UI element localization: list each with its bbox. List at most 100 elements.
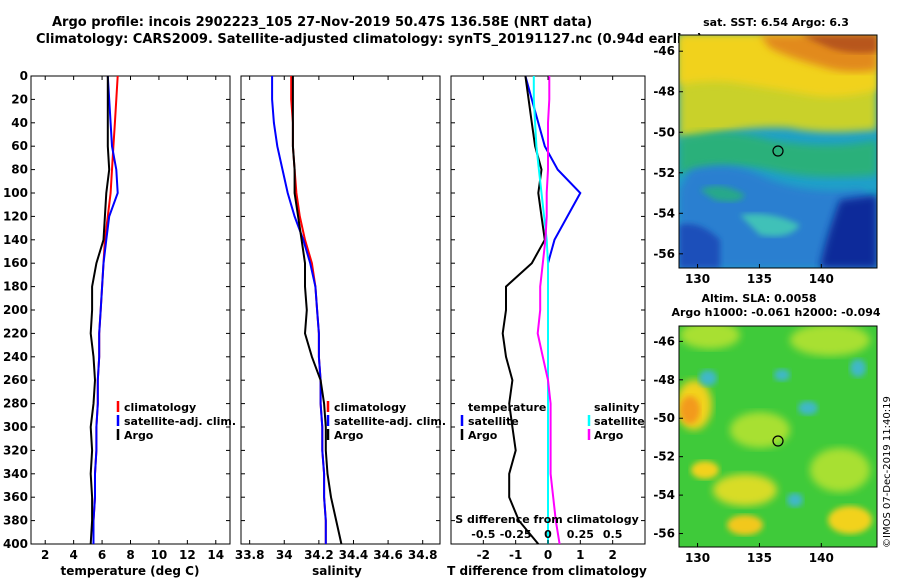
temperature-x-label: temperature (deg C)	[61, 564, 200, 578]
salinity-x-label: salinity	[312, 564, 362, 578]
difference-s-tick-label: 0	[544, 528, 552, 541]
sla-lat-tick-label: -46	[653, 334, 675, 348]
sla-lat-tick-label: -48	[653, 373, 675, 387]
legend-label-satellite: satellite-adj. clim.	[334, 415, 446, 428]
temperature-x-ticks: 2 4 6 8 10 12 14	[31, 75, 230, 562]
temperature-series-climatology	[92, 75, 119, 544]
sla-title-line-2: Argo h1000: -0.061 h2000: -0.094	[671, 306, 880, 319]
difference-legend: temperature satellite Argo salinity sate…	[460, 401, 645, 442]
temperature-x-tick-label: 14	[207, 548, 224, 562]
depth-tick-label: 20	[11, 92, 28, 106]
temperature-x-tick-label: 6	[98, 548, 106, 562]
depth-tick-label: 380	[3, 514, 28, 528]
legend-label-s-satellite: satellite	[594, 415, 645, 428]
difference-series-salinity-argo	[536, 76, 561, 545]
legend-label-t-satellite: satellite	[468, 415, 519, 428]
difference-lines	[501, 75, 582, 545]
sla-lon-tick-label: 135	[747, 551, 772, 565]
title-line-1: Argo profile: incois 2902223_105 27-Nov-…	[52, 15, 592, 30]
sla-title-line-1: Altim. SLA: 0.0058	[701, 292, 816, 305]
difference-s-ticks: -0.5 -0.25 0 0.25 0.5	[471, 528, 622, 541]
temperature-depth-ticks: 0 20 40 60 80 100 120 140 160 180 200 220 240 260 280 3…	[3, 69, 28, 551]
temperature-x-tick-label: 12	[179, 548, 196, 562]
sla-ticks: 130 135 140 -46 -48 -50 -52 -54 -56	[653, 334, 834, 565]
legend-label-argo: Argo	[334, 429, 364, 442]
depth-tick-label: 60	[11, 139, 28, 153]
sst-lat-tick-label: -56	[653, 247, 675, 261]
difference-x-tick-label: 0	[544, 548, 552, 562]
depth-tick-label: 220	[3, 326, 28, 340]
legend-label-s-argo: Argo	[594, 429, 624, 442]
sst-ticks: 130 135 140 -46 -48 -50 -52 -54 -56	[653, 44, 834, 286]
sla-frame	[678, 325, 878, 548]
depth-tick-label: 0	[20, 69, 28, 83]
temperature-x-tick-label: 8	[126, 548, 134, 562]
difference-x-tick-label: 2	[608, 548, 616, 562]
sla-lat-tick-label: -52	[653, 450, 675, 464]
legend-label-t-argo: Argo	[468, 429, 498, 442]
sst-lat-tick-label: -50	[653, 125, 675, 139]
salinity-x-tick-label: 34.6	[373, 548, 403, 562]
salinity-lines	[271, 76, 343, 545]
difference-s-label: S difference from climatology	[455, 513, 639, 526]
difference-s-tick-label: -0.25	[500, 528, 532, 541]
salinity-x-tick-label: 34	[276, 548, 293, 562]
temperature-plot-frame	[30, 75, 231, 545]
legend-label-climatology: climatology	[124, 401, 196, 414]
legend-title-salinity: salinity	[594, 401, 640, 414]
legend-label-climatology: climatology	[334, 401, 406, 414]
depth-tick-label: 320	[3, 443, 28, 457]
depth-tick-label: 340	[3, 467, 28, 481]
temperature-lines	[89, 75, 119, 545]
sla-lat-tick-label: -56	[653, 527, 675, 541]
salinity-series-climatology	[290, 76, 327, 544]
difference-x-tick-label: 1	[576, 548, 584, 562]
difference-s-tick-label: 0.5	[603, 528, 623, 541]
sst-field	[679, 35, 877, 268]
temperature-x-tick-label: 2	[41, 548, 49, 562]
sst-lat-tick-label: -46	[653, 44, 675, 58]
difference-series-temperature-argo	[501, 75, 546, 545]
depth-tick-label: 200	[3, 303, 28, 317]
sst-lat-tick-label: -48	[653, 85, 675, 99]
sst-map: sat. SST: 6.54 Argo: 6.3 130 135 140 -46 -48…	[653, 16, 878, 286]
sst-lon-tick-label: 135	[747, 272, 772, 286]
sst-lon-tick-label: 130	[685, 272, 710, 286]
difference-x-tick-label: -1	[509, 548, 522, 562]
depth-tick-label: 300	[3, 420, 28, 434]
salinity-x-tick-label: 33.8	[235, 548, 265, 562]
difference-t-label: T difference from climatology	[447, 564, 647, 578]
salinity-legend: climatology satellite-adj. clim. Argo	[326, 401, 446, 442]
sst-title: sat. SST: 6.54 Argo: 6.3	[703, 16, 849, 29]
salinity-x-tick-label: 34.2	[304, 548, 334, 562]
sla-lon-tick-label: 130	[685, 551, 710, 565]
difference-series-temperature-satellite	[524, 75, 582, 544]
temperature-plot-area	[30, 75, 231, 545]
depth-tick-label: 240	[3, 350, 28, 364]
watermark: ©IMOS 07-Dec-2019 11:40:19	[882, 396, 893, 548]
depth-tick-label: 120	[3, 209, 28, 223]
difference-s-tick-label: 0.25	[567, 528, 594, 541]
depth-tick-label: 280	[3, 397, 28, 411]
difference-s-tick-label: -0.5	[471, 528, 495, 541]
title-line-2: Climatology: CARS2009. Satellite-adjuste…	[36, 32, 703, 47]
sst-lat-tick-label: -54	[653, 206, 675, 220]
sla-lat-tick-label: -54	[653, 488, 675, 502]
legend-label-argo: Argo	[124, 429, 154, 442]
salinity-series-argo	[291, 76, 343, 545]
legend-label-satellite: satellite-adj. clim.	[124, 415, 236, 428]
salinity-plot-frame	[240, 75, 441, 545]
temperature-x-tick-label: 4	[69, 548, 77, 562]
depth-tick-label: 80	[11, 163, 28, 177]
legend-title-temperature: temperature	[468, 401, 546, 414]
depth-tick-label: 100	[3, 186, 28, 200]
difference-x-tick-label: -2	[477, 548, 490, 562]
sst-lon-tick-label: 140	[809, 272, 834, 286]
depth-tick-label: 260	[3, 373, 28, 387]
temperature-series-argo	[89, 76, 111, 545]
difference-panel: -2 -1 0 1 2 -0.5 -0.25 0 0.25 0.5 T difference f…	[447, 75, 647, 578]
sst-lat-tick-label: -52	[653, 166, 675, 180]
sla-field	[679, 326, 877, 547]
depth-tick-label: 360	[3, 490, 28, 504]
